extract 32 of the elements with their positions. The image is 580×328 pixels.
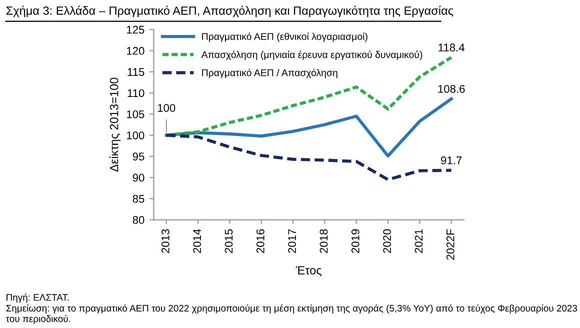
y-axis-title: Δείκτης 2013=100 (109, 78, 121, 172)
y-tick-label: 125 (126, 26, 144, 34)
y-tick-label: 85 (132, 194, 144, 203)
y-tick-label: 115 (128, 68, 144, 76)
legend-label: Πραγματικό ΑΕΠ / Απασχόληση (202, 68, 338, 78)
x-tick-label: 2014 (193, 229, 202, 253)
text: Σημείωση: για το πραγματικό ΑΕΠ του 2022 χρησιμοποιούμε τη μέση εκτίμηση της αγοράς (5,3% YoY) από το τεύχος Φεβρουαρίου 2023 του περιοδικού. (6, 304, 578, 324)
x-tick-label: 2022F (446, 229, 454, 260)
x-axis-title: Έτος (296, 266, 322, 276)
x-tick-label: 2013 (161, 229, 170, 253)
x-tick-label: 2021 (414, 229, 423, 253)
x-tick-label: 2017 (288, 229, 296, 253)
legend-label: Πραγματικό ΑΕΠ (εθνικοί λογαριασμοί) (202, 32, 368, 42)
chart-title: Σχήμα 3: Ελλάδα – Πραγματικό ΑΕΠ, Απασχόληση και Παραγωγικότητα της Εργασίας (6, 6, 454, 18)
y-tick-label: 120 (126, 46, 144, 55)
y-tick-label: 110 (128, 89, 144, 98)
x-tick-label: 2020 (383, 229, 391, 253)
y-tick-label: 100 (126, 131, 144, 140)
text: Πηγή: ΕΛΣΤΑΤ. (6, 294, 69, 303)
y-tick-label: 95 (132, 152, 144, 160)
data-label: 100 (158, 104, 176, 112)
data-label: 108.6 (438, 84, 465, 93)
y-tick-label: 90 (132, 174, 144, 182)
legend-label: Απασχόληση (μηνιαία έρευνα εργατικού δυναμικού) (201, 50, 422, 60)
data-label: 91.7 (441, 156, 462, 164)
y-tick-label: 80 (132, 216, 144, 224)
x-tick-label: 2015 (224, 229, 233, 253)
x-tick-label: 2019 (351, 229, 360, 253)
x-tick-label: 2016 (256, 229, 264, 253)
y-tick-label: 105 (126, 110, 144, 118)
data-label: 118.4 (438, 44, 465, 52)
x-tick-label: 2018 (320, 229, 328, 253)
